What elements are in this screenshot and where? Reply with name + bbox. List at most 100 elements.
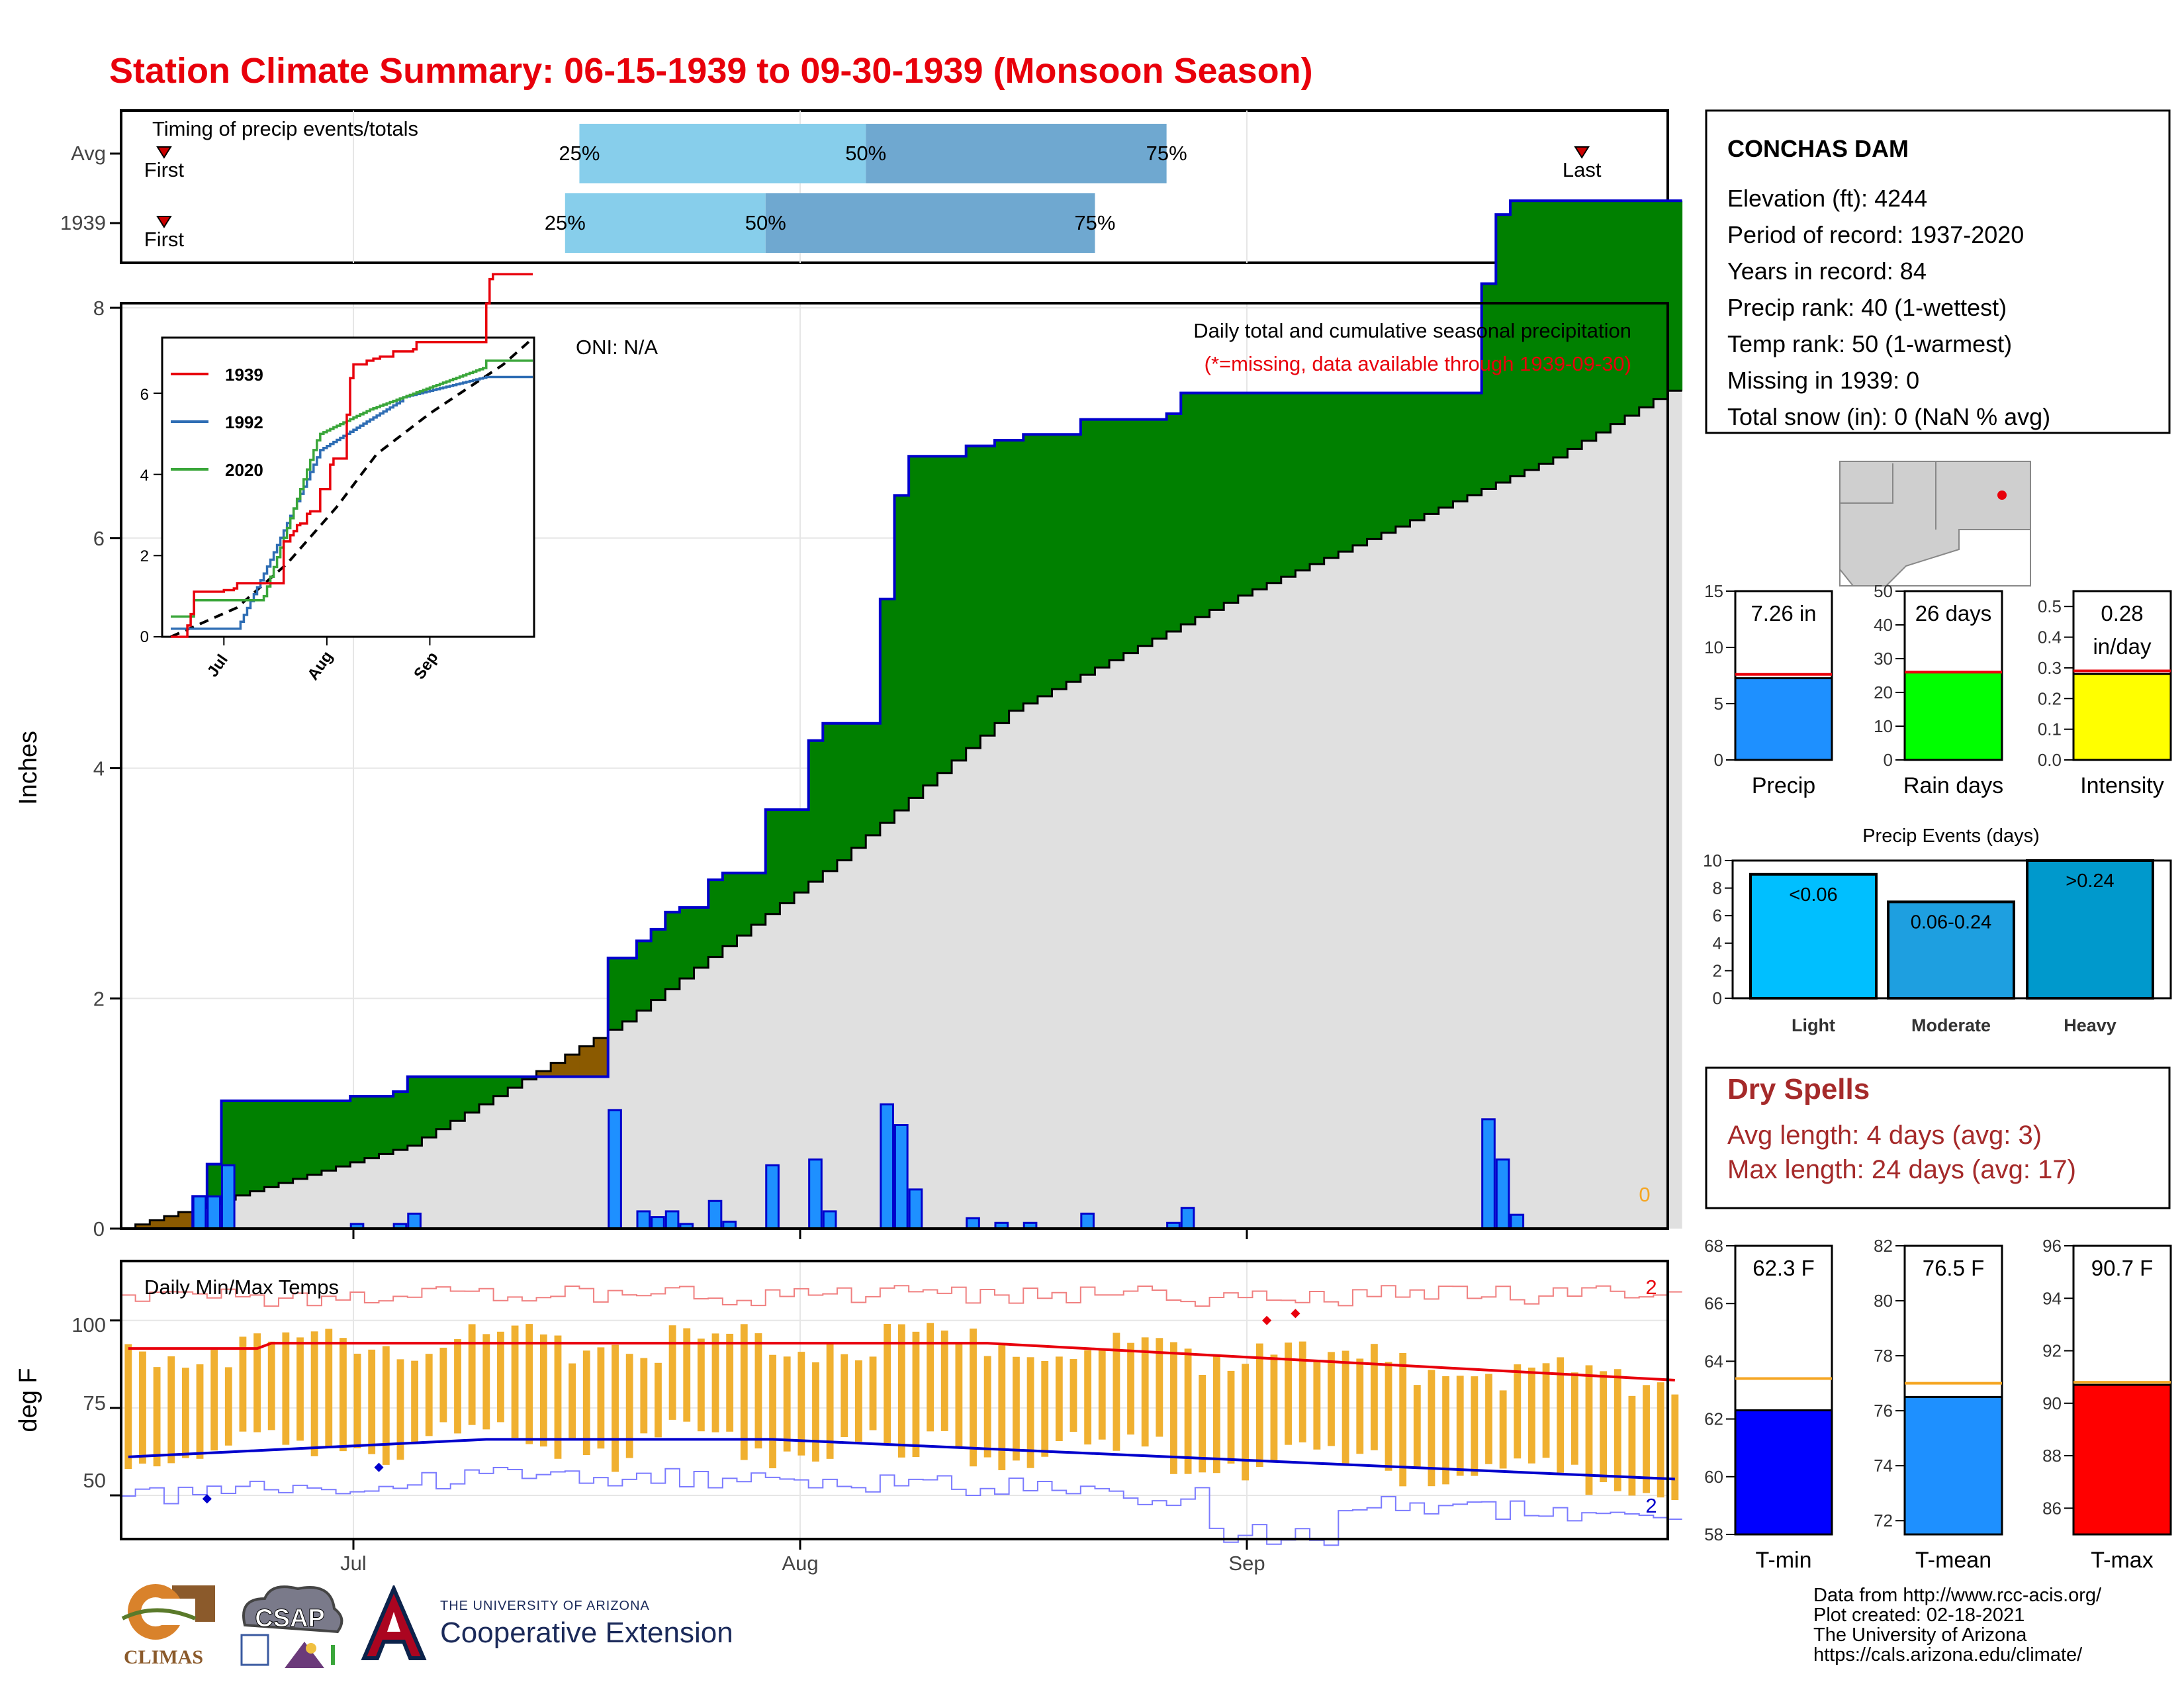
daily-temp-range-bar [1413,1385,1421,1469]
ua-cooperative-extension: THE UNIVERSITY OF ARIZONA Cooperative Ex… [440,1599,733,1649]
daily-temp-range-bar [224,1367,232,1446]
ytick-label: 15 [1704,581,1723,601]
svg-text:Temp rank: 50 (1-warmest): Temp rank: 50 (1-warmest) [1727,330,2012,357]
above-average-area [493,1076,508,1096]
above-average-area [1209,393,1224,610]
ytick-label: 78 [1874,1346,1893,1366]
daily-temp-range-bar [368,1349,376,1454]
daily-temp-range-bar [439,1347,447,1423]
above-average-area [751,872,766,925]
above-average-area [307,1100,322,1175]
above-average-area [350,1096,365,1162]
timing-row-label-avg: Avg [71,142,106,165]
svg-text:Elevation (ft): 4244: Elevation (ft): 4244 [1727,185,1927,212]
timing-bar-50-75 [765,193,1095,253]
above-average-area [808,740,823,882]
daily-temp-range-bar [983,1356,991,1458]
daily-precip-bar [220,1164,236,1230]
above-average-area [436,1076,451,1129]
svg-text:100: 100 [71,1313,106,1336]
daily-temp-range-bar [1098,1349,1106,1440]
daily-temp-range-bar [339,1338,347,1452]
temp-title: Daily Min/Max Temps [144,1276,339,1299]
above-average-area [1453,393,1468,502]
above-average-area [1080,419,1095,675]
daily-temp-range-bar [196,1364,204,1459]
daily-temp-range-bar [468,1324,476,1425]
svg-text:6: 6 [140,386,149,404]
daily-precip-bar [192,1195,207,1230]
above-average-area [422,1076,437,1138]
daily-temp-range-bar [1499,1390,1507,1469]
daily-temp-range-bar [1298,1341,1306,1442]
above-average-area [765,810,780,914]
record-high-count: 2 [1645,1276,1657,1299]
above-average-area [1224,393,1239,603]
svg-text:0: 0 [140,628,149,646]
daily-precip-bar [206,1195,221,1230]
timing-label-p25: 25% [545,211,586,234]
daily-temp-range-bar [740,1324,748,1460]
ytick-label: 76 [1874,1401,1893,1421]
above-average-area [1625,201,1640,416]
ytick-label: 0.1 [2038,720,2062,739]
daily-temp-range-bar [668,1325,676,1420]
daily-temp-range-bar [1671,1394,1679,1500]
daily-temp-range-bar [1600,1371,1608,1483]
daily-temp-range-bar [1227,1370,1235,1464]
above-average-area [1352,393,1368,545]
credits: Data from http://www.rcc-acis.org/ Plot … [1813,1585,2102,1665]
daily-temp-range-bar [683,1328,691,1422]
tmean-chart-bar [1903,1395,2003,1536]
tmin-chart: 58 60 62 64 66 68 T-min 62.3 F [1704,1236,1833,1573]
daily-temp-range-bar [1385,1362,1392,1471]
daily-temp-range-bar [711,1333,719,1432]
above-average-area [1310,393,1325,565]
missing-count: 0 [1639,1183,1650,1206]
daily-temp-range-bar [1127,1342,1134,1435]
legend-2020: 2020 [225,460,263,480]
average-low-line [128,1438,1675,1481]
above-average-area [293,1100,308,1179]
daily-temp-range-bar [1199,1375,1206,1473]
ytick-label: 4 [1713,933,1722,953]
precip-total-chart-value-label: 7.26 in [1751,601,1816,626]
ytick-label: 6 [1713,906,1722,925]
daily-temp-range-bar [841,1354,848,1437]
ytick-label: 50 [1874,581,1893,601]
above-average-area [837,723,852,861]
above-average-area [1023,434,1038,704]
precip-total-chart-category: Precip [1752,773,1815,798]
daily-temp-range-bar [597,1347,605,1449]
ytick-label: 0.3 [2038,658,2062,678]
above-average-area [894,495,909,811]
daily-temp-range-bar [1156,1338,1163,1437]
dry-spells-max: Max length: 24 days (avg: 17) [1727,1155,2076,1184]
above-average-area [994,440,1010,724]
ytick-label: 0.2 [2038,688,2062,708]
daily-temp-range-bar [1342,1350,1349,1464]
timing-label-p75: 75% [1074,211,1115,234]
timing-bar-25-50 [579,124,866,183]
above-average-area [508,1076,523,1088]
ytick-label: 5 [1714,694,1723,714]
temp-ylabel: deg F [15,1368,42,1432]
daily-temp-range-bar [884,1324,891,1444]
daily-temp-range-bar [1628,1395,1636,1496]
intensity-chart-value-label: 0.28 [2101,601,2143,626]
above-average-area [1410,393,1425,520]
record-low-count: 2 [1645,1494,1657,1517]
rain-days-chart-value-label: 26 days [1915,601,1992,626]
ytick-label: 0.5 [2038,596,2062,616]
below-average-area [579,1046,594,1077]
above-average-area [1367,393,1382,539]
daily-temp-range-bar [267,1341,275,1430]
tmin-chart-category: T-min [1756,1548,1812,1573]
daily-precip-bar [1180,1207,1195,1230]
below-average-area [163,1216,179,1229]
intensity-chart-bar [2072,673,2172,761]
daily-temp-range-bar [625,1354,633,1458]
timing-label-p25: 25% [559,142,600,165]
daily-temp-range-bar [869,1356,877,1430]
